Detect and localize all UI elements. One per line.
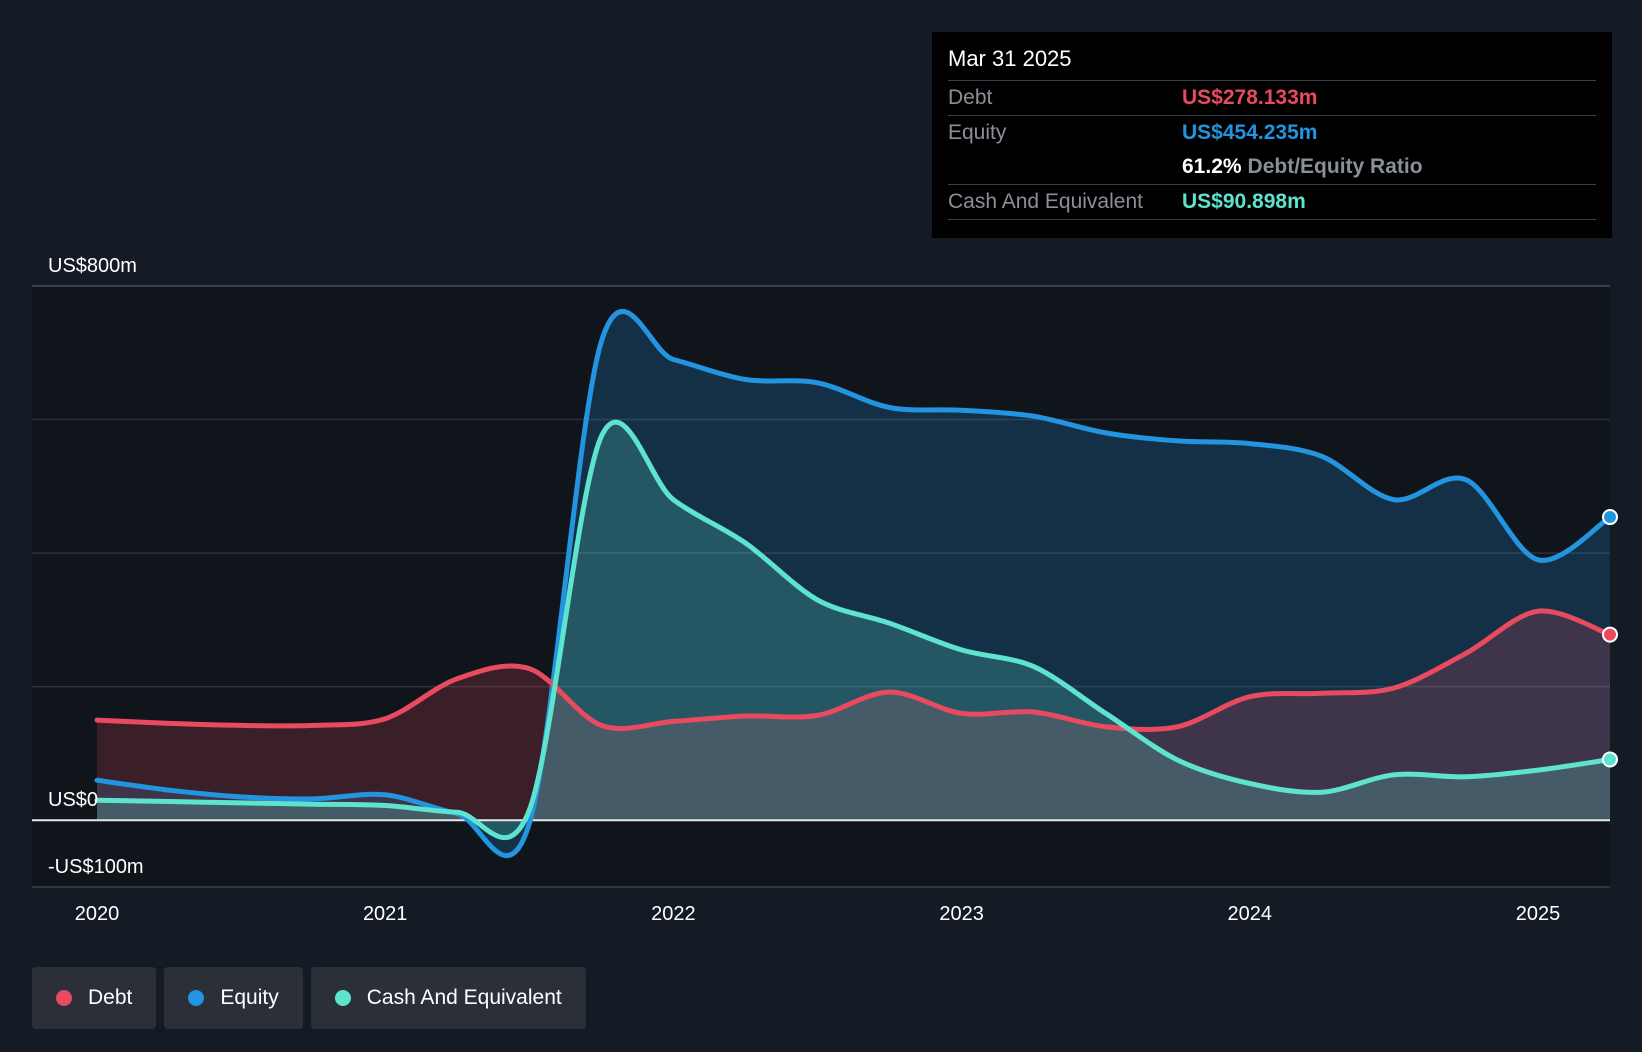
area-equity <box>97 311 1610 856</box>
series-end-point-cash-and-equivalent <box>1602 751 1618 768</box>
legend-label-debt: Debt <box>88 986 133 1009</box>
tooltip-equity-label: Equity <box>948 121 1007 144</box>
y-tick-label: -US$100m <box>48 856 144 878</box>
tooltip-ratio-value: 61.2% <box>1182 155 1242 178</box>
legend-item-equity[interactable]: Equity <box>164 967 303 1029</box>
legend-label-equity: Equity <box>220 986 279 1009</box>
series-end-point-equity <box>1602 509 1618 526</box>
chart-legend: Debt Equity Cash And Equivalent <box>32 967 586 1029</box>
tooltip-cash-value: US$90.898m <box>1182 190 1306 213</box>
tooltip-ratio-row: 61.2% Debt/Equity Ratio <box>948 150 1596 185</box>
series-end-point-debt <box>1602 626 1618 643</box>
tooltip-cash-row: Cash And Equivalent US$90.898m <box>948 185 1596 220</box>
series-line-debt <box>94 608 1613 732</box>
x-tick-label: 2022 <box>651 903 696 925</box>
x-tick-label: 2021 <box>363 903 408 925</box>
legend-item-debt[interactable]: Debt <box>32 967 157 1029</box>
tooltip-equity-row: Equity US$454.235m <box>948 116 1596 150</box>
tooltip-date: Mar 31 2025 <box>948 44 1596 81</box>
tooltip-debt-label: Debt <box>948 86 993 109</box>
x-tick-label: 2020 <box>75 903 120 925</box>
series-line-equity <box>94 309 1613 858</box>
tooltip-equity-value: US$454.235m <box>1182 121 1318 144</box>
y-tick-label: US$800m <box>48 255 137 277</box>
area-debt <box>97 610 1610 821</box>
equity-dot-icon <box>188 990 205 1006</box>
y-tick-label: US$0 <box>48 789 98 811</box>
x-tick-label: 2025 <box>1516 903 1561 925</box>
legend-item-cash[interactable]: Cash And Equivalent <box>310 967 586 1029</box>
tooltip-debt-row: Debt US$278.133m <box>948 81 1596 116</box>
tooltip-ratio-label: Debt/Equity Ratio <box>1247 155 1423 178</box>
x-tick-label: 2024 <box>1228 903 1273 925</box>
cash-dot-icon <box>334 990 351 1006</box>
area-cash-and-equivalent <box>97 422 1610 838</box>
legend-label-cash: Cash And Equivalent <box>366 986 562 1009</box>
hover-tooltip: Mar 31 2025 Debt US$278.133m Equity US$4… <box>932 32 1612 238</box>
series-line-cash-and-equivalent <box>94 419 1613 840</box>
tooltip-cash-label: Cash And Equivalent <box>948 190 1143 213</box>
x-tick-label: 2023 <box>939 903 984 925</box>
tooltip-debt-value: US$278.133m <box>1182 86 1318 109</box>
debt-dot-icon <box>56 990 72 1006</box>
